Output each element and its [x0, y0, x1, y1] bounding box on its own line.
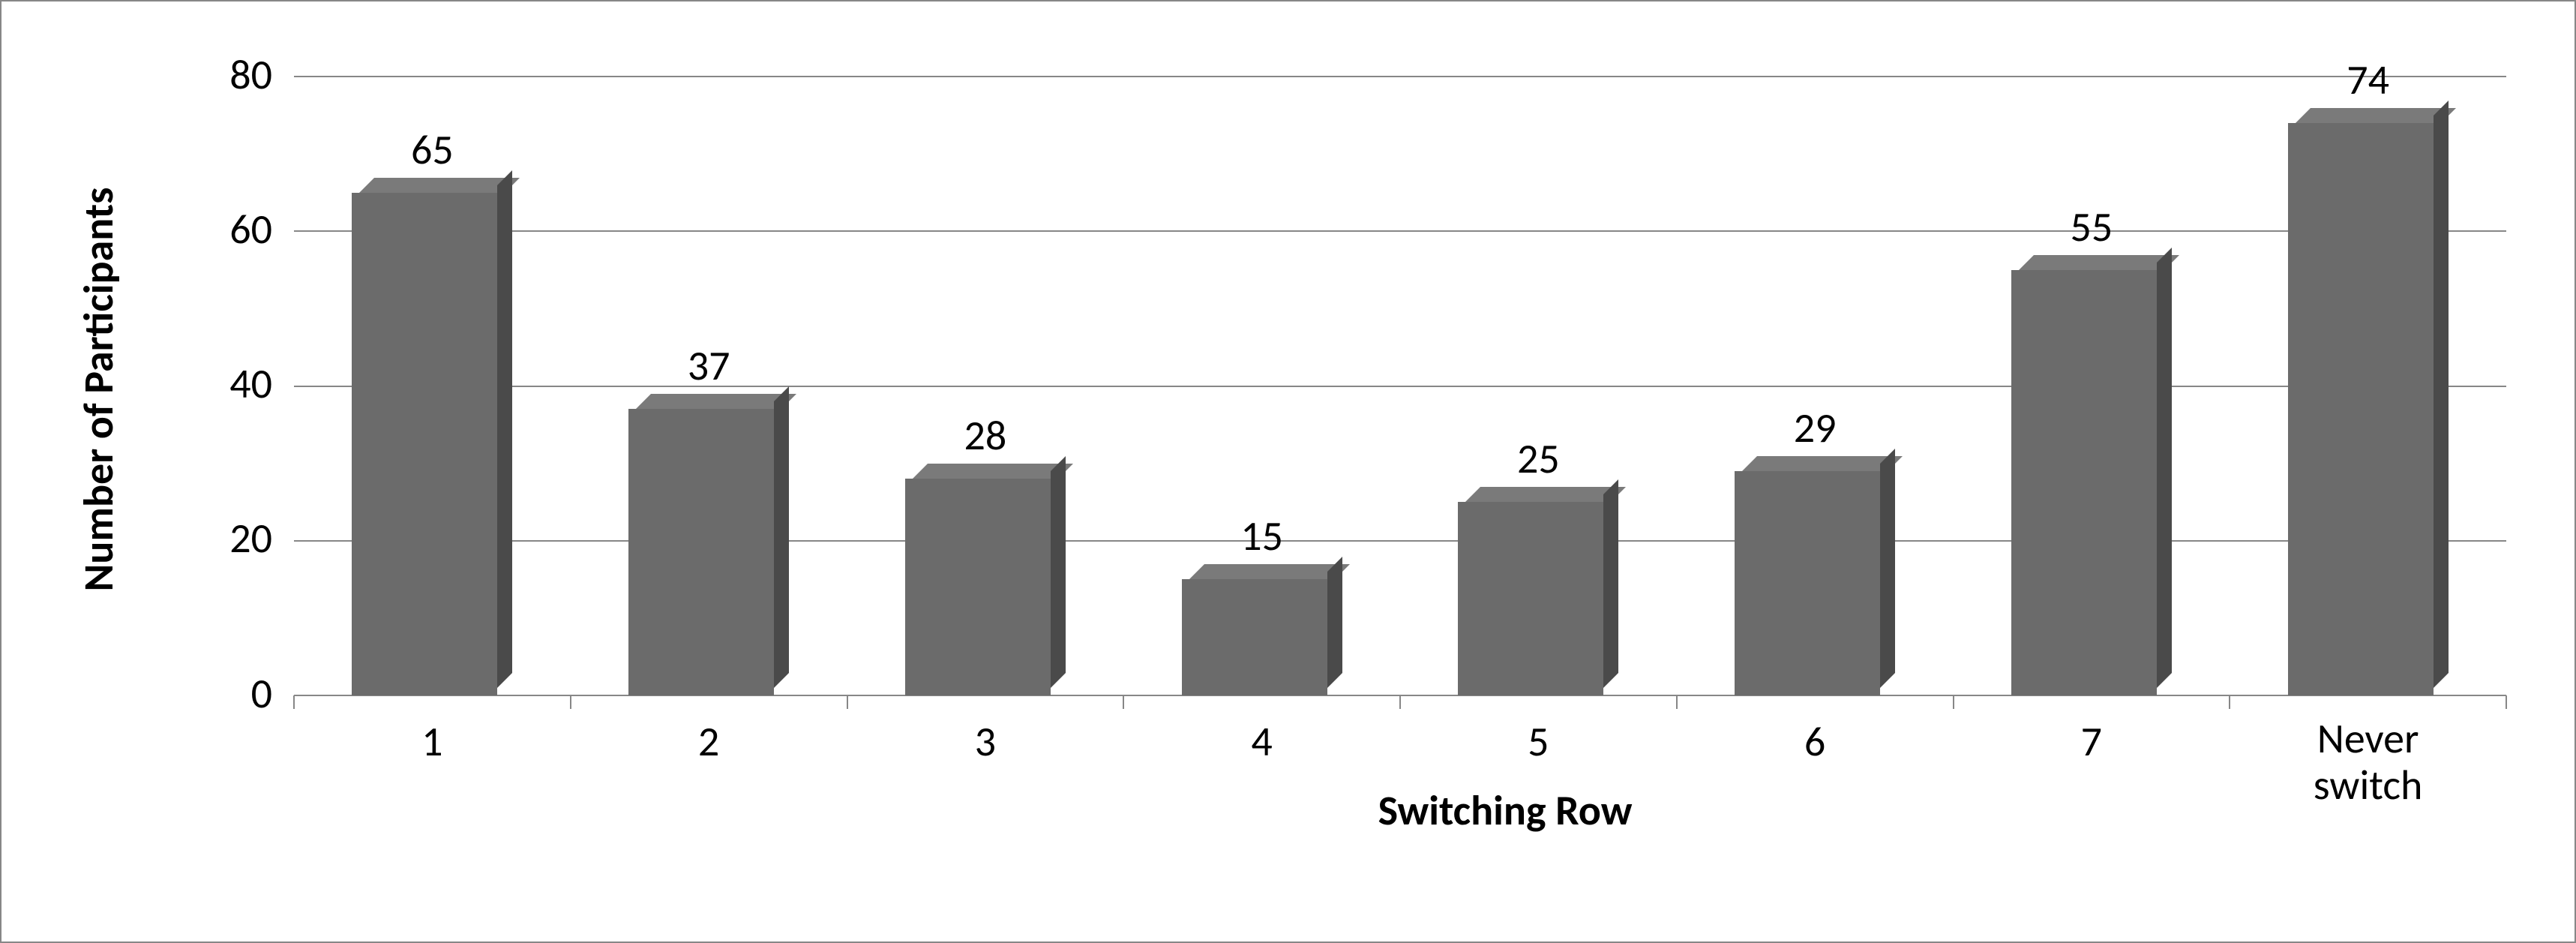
data-label: 28 — [847, 410, 1124, 461]
x-tick-mark — [1953, 695, 1954, 709]
x-tick-mark — [293, 695, 295, 709]
bar-front-face — [1735, 471, 1880, 695]
data-label: 65 — [294, 125, 571, 176]
x-tick-label: 6 — [1677, 716, 1954, 767]
gridline — [294, 540, 2506, 542]
data-label: 37 — [571, 341, 847, 392]
bar — [352, 178, 512, 695]
chart-container: Number of Participants Switching Row 0 20… — [0, 0, 2576, 943]
data-label: 74 — [2230, 55, 2506, 106]
y-axis-title: Number of Participants — [73, 108, 124, 671]
x-tick-mark — [570, 695, 571, 709]
bar-top-face — [2296, 108, 2456, 123]
y-tick-label: 80 — [182, 50, 272, 101]
bar-front-face — [628, 409, 774, 695]
x-tick-label: 1 — [294, 716, 571, 767]
bar — [1182, 564, 1342, 695]
bar-top-face — [1742, 456, 1903, 471]
bar-side-face — [1327, 557, 1342, 688]
bar — [905, 464, 1066, 695]
bar — [1735, 456, 1895, 695]
bar-top-face — [359, 178, 520, 193]
x-tick-label: 5 — [1400, 716, 1677, 767]
gridline — [294, 76, 2506, 77]
bar — [2011, 255, 2172, 695]
bar-side-face — [1603, 479, 1618, 688]
bar-front-face — [2288, 123, 2434, 695]
bar — [2288, 108, 2449, 695]
bar-side-face — [774, 386, 789, 688]
x-tick-mark — [1123, 695, 1124, 709]
data-label: 29 — [1677, 403, 1954, 454]
x-tick-label: Neverswitch — [2230, 716, 2506, 809]
bar-front-face — [2011, 270, 2157, 695]
bar-front-face — [1182, 579, 1327, 695]
bar-front-face — [352, 193, 497, 695]
y-tick-label: 60 — [182, 204, 272, 255]
y-tick-label: 20 — [182, 513, 272, 564]
bar-front-face — [905, 479, 1051, 695]
x-tick-mark — [1676, 695, 1678, 709]
bar-side-face — [2434, 101, 2449, 688]
data-label: 15 — [1123, 511, 1400, 562]
bar-side-face — [497, 170, 512, 688]
x-tick-mark — [1399, 695, 1401, 709]
x-tick-mark — [847, 695, 848, 709]
bar-side-face — [2157, 248, 2172, 688]
bar-top-face — [636, 394, 796, 409]
x-tick-label: 7 — [1954, 716, 2230, 767]
bar-top-face — [1465, 487, 1626, 502]
bar-side-face — [1880, 449, 1895, 688]
x-tick-mark — [2506, 695, 2507, 709]
bar-top-face — [913, 464, 1073, 479]
data-label: 55 — [1954, 202, 2230, 253]
bar-front-face — [1458, 502, 1603, 695]
bar — [1458, 487, 1618, 695]
bar-side-face — [1051, 456, 1066, 688]
data-label: 25 — [1400, 434, 1677, 485]
bar-top-face — [1189, 564, 1350, 579]
bar — [628, 394, 789, 695]
x-tick-label: 2 — [571, 716, 847, 767]
x-tick-mark — [2229, 695, 2230, 709]
x-tick-label: 3 — [847, 716, 1124, 767]
y-tick-label: 0 — [182, 668, 272, 719]
bar-top-face — [2019, 255, 2179, 270]
x-axis-title: Switching Row — [1280, 785, 1730, 836]
y-tick-label: 40 — [182, 359, 272, 410]
x-tick-label: 4 — [1123, 716, 1400, 767]
